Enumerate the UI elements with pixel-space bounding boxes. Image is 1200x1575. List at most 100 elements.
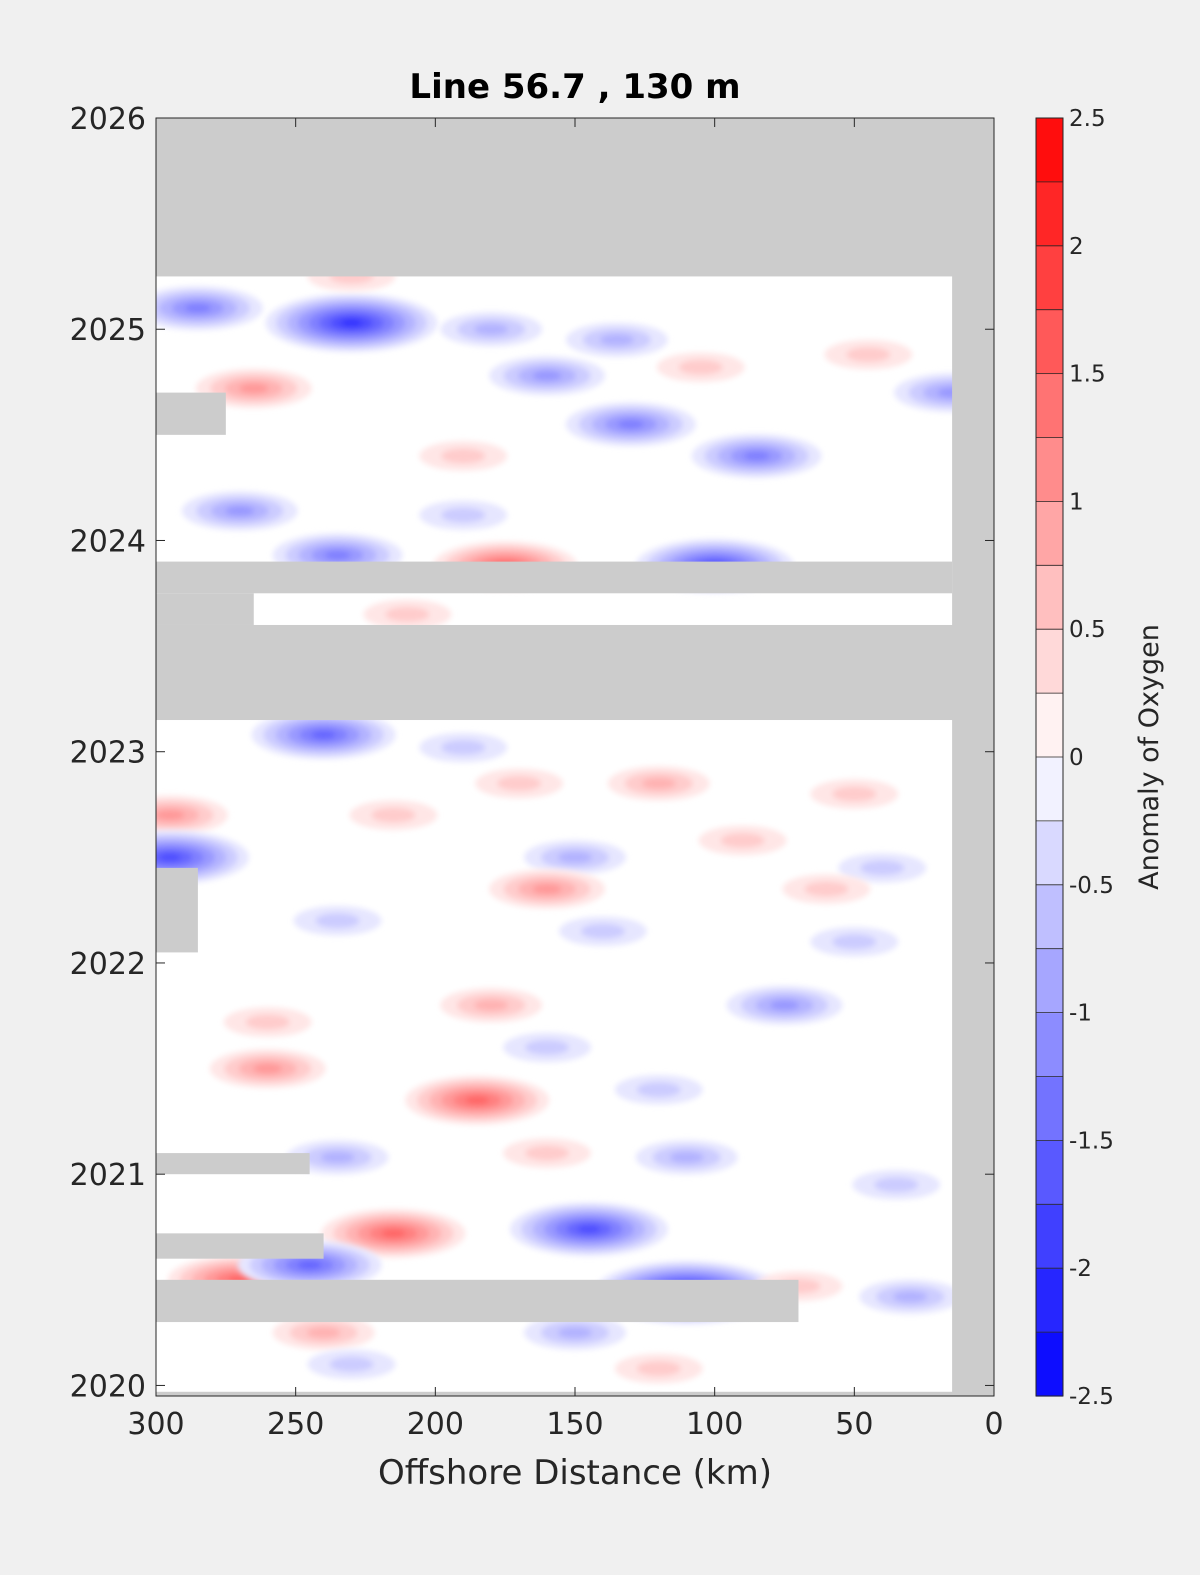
contour-level <box>893 1291 928 1303</box>
contour-level <box>617 419 644 429</box>
y-tick-label: 2020 <box>70 1369 146 1404</box>
anomaly-feature <box>419 732 508 763</box>
colorbar-band <box>1036 1076 1063 1141</box>
colorbar-band <box>1036 757 1063 822</box>
no-data-region <box>156 392 226 435</box>
colorbar-band <box>1036 884 1063 950</box>
x-axis-label: Offshore Distance (km) <box>378 1453 772 1493</box>
colorbar-tick-label: -2.5 <box>1069 1384 1114 1410</box>
anomaly-feature <box>614 1353 703 1384</box>
colorbar-tick-label: 1 <box>1069 489 1084 515</box>
anomaly-feature <box>503 1138 592 1168</box>
anomaly-feature <box>293 905 382 936</box>
anomaly-feature <box>272 1315 375 1350</box>
anomaly-feature <box>635 1140 738 1175</box>
colorbar-band <box>1036 1268 1063 1333</box>
x-tick-label: 250 <box>267 1407 324 1442</box>
y-tick-label: 2025 <box>70 313 146 348</box>
anomaly-feature <box>209 1048 326 1089</box>
anomaly-feature <box>524 840 626 875</box>
y-tick-label: 2023 <box>70 736 146 771</box>
contour-level <box>860 860 905 876</box>
x-tick-label: 100 <box>686 1407 743 1442</box>
no-data-region <box>156 867 198 953</box>
anomaly-feature <box>524 1315 626 1350</box>
x-tick-label: 50 <box>835 1407 873 1442</box>
colorbar-tick-label: 0.5 <box>1069 617 1106 643</box>
contour-level <box>832 786 877 802</box>
anomaly-feature <box>503 1032 592 1063</box>
contour-level <box>329 1356 374 1372</box>
contour-level <box>340 319 363 327</box>
no-data-region <box>952 118 994 1396</box>
anomaly-feature <box>349 800 438 830</box>
x-tick-label: 0 <box>984 1407 1003 1442</box>
anomaly-feature <box>286 1140 389 1175</box>
anomaly-feature <box>440 312 543 347</box>
contour-level <box>770 1000 799 1011</box>
contour-level <box>315 913 360 929</box>
colorbar-band <box>1036 565 1063 630</box>
contour-level <box>385 607 430 622</box>
contour-level <box>577 1225 601 1233</box>
contour-level <box>371 807 416 823</box>
x-tick-label: 150 <box>546 1407 603 1442</box>
colorbar-band <box>1036 1204 1063 1269</box>
anomaly-feature <box>419 500 508 530</box>
contour-level <box>599 334 634 346</box>
colorbar-band <box>1036 309 1063 375</box>
anomaly-feature <box>782 874 871 904</box>
contour-level <box>743 451 770 461</box>
colorbar-band <box>1036 501 1063 566</box>
colorbar-tick-label: -1.5 <box>1069 1128 1114 1154</box>
anomaly-feature <box>440 988 543 1023</box>
colorbar-band <box>1036 1140 1063 1205</box>
contour-level <box>846 347 891 362</box>
anomaly-feature <box>565 402 696 447</box>
no-data-region <box>156 624 994 721</box>
anomaly-feature <box>363 599 452 630</box>
contour-level <box>184 303 211 313</box>
anomaly-feature <box>321 1208 466 1258</box>
contour-level <box>474 999 509 1011</box>
contour-level <box>245 1014 290 1030</box>
colorbar-tick-label: 2.5 <box>1069 106 1106 132</box>
plot-area <box>155 117 995 1397</box>
anomaly-feature <box>489 356 606 396</box>
anomaly-feature <box>838 853 927 883</box>
colorbar-band <box>1036 693 1063 758</box>
anomaly-feature <box>405 1075 550 1125</box>
contour-level <box>720 833 765 848</box>
anomaly-feature <box>307 1349 396 1380</box>
anomaly-feature <box>156 286 263 331</box>
contour-level <box>156 810 185 820</box>
anomaly-feature <box>656 352 745 383</box>
y-axis: 2020 2021 2022 2023 2024 2025 2026 <box>70 102 994 1404</box>
contour-level <box>239 383 269 394</box>
anomaly-feature <box>489 869 606 909</box>
no-data-region <box>156 1279 799 1323</box>
anomaly-feature <box>237 1240 382 1290</box>
contour-level <box>306 1326 341 1339</box>
no-data-region <box>156 1233 324 1259</box>
contour-level <box>580 923 625 939</box>
no-data-region <box>156 118 994 277</box>
contour-level <box>525 1145 570 1161</box>
contour-level <box>804 881 849 897</box>
contour-level <box>669 1151 704 1163</box>
no-data-region <box>156 593 254 625</box>
y-tick-label: 2026 <box>70 102 146 137</box>
anomaly-feature <box>181 491 298 531</box>
colorbar-band <box>1036 245 1063 311</box>
contour-level <box>525 1040 570 1055</box>
contour-level <box>225 506 255 516</box>
colorbar-band <box>1036 1012 1063 1078</box>
no-data-mask <box>156 118 994 1396</box>
anomaly-feature <box>614 1074 703 1105</box>
contour-level <box>320 1151 355 1163</box>
colorbar-label: Anomaly of Oxygen <box>1134 624 1165 890</box>
x-tick-label: 300 <box>127 1407 184 1442</box>
y-tick-label: 2024 <box>70 524 146 559</box>
contour-level <box>297 1260 322 1270</box>
anomaly-feature <box>509 1202 668 1256</box>
